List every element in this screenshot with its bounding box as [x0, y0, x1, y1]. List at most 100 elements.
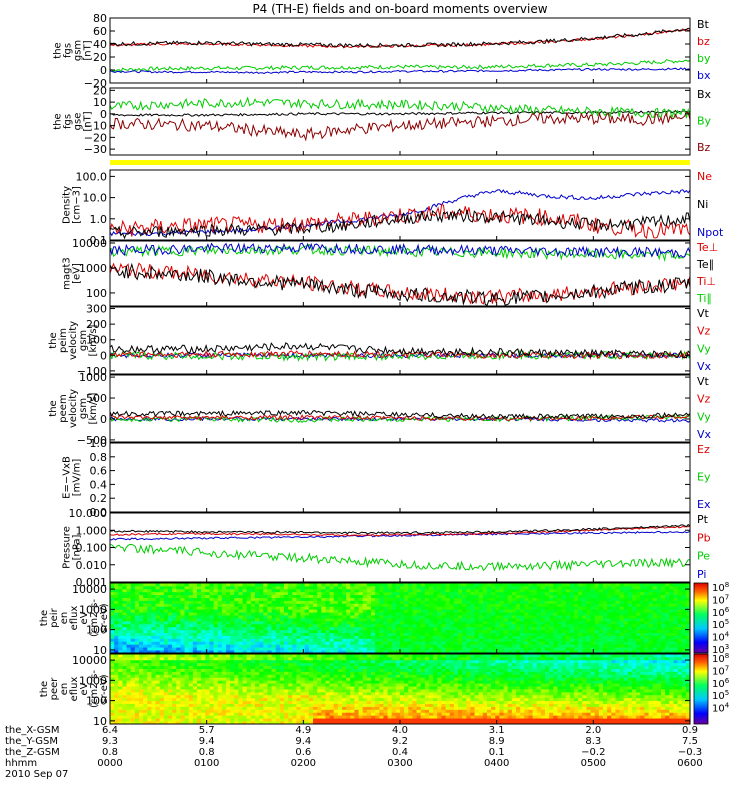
- heat-cell: [188, 686, 194, 690]
- heat-cell: [569, 623, 575, 628]
- heat-cell: [188, 718, 194, 722]
- heat-cell: [652, 612, 658, 616]
- heat-cell: [184, 662, 190, 667]
- heat-cell: [478, 638, 484, 642]
- heat-cell: [192, 588, 198, 593]
- heat-cell: [437, 597, 442, 601]
- heat-cell: [300, 677, 306, 681]
- heat-cell: [159, 671, 165, 675]
- heat-cell: [379, 641, 384, 645]
- heat-cell: [292, 656, 297, 661]
- heat-cell: [201, 626, 206, 631]
- heat-cell: [110, 618, 115, 622]
- heat-cell: [503, 603, 509, 607]
- heat-cell: [362, 644, 368, 648]
- heat-cell: [246, 718, 252, 722]
- heat-cell: [279, 609, 285, 613]
- heat-cell: [545, 647, 550, 651]
- heat-cell: [304, 583, 310, 587]
- heat-cell: [296, 709, 301, 713]
- heat-cell: [263, 689, 268, 693]
- heat-cell: [516, 644, 521, 648]
- heat-cell: [259, 712, 264, 716]
- heat-cell: [644, 612, 649, 616]
- heat-cell: [354, 600, 359, 604]
- heat-cell: [284, 641, 289, 645]
- heat-cell: [151, 591, 156, 596]
- heat-cell: [159, 694, 165, 699]
- heat-cell: [532, 583, 538, 587]
- heat-cell: [284, 606, 289, 610]
- heat-cell: [387, 597, 393, 601]
- heat-cell: [250, 650, 256, 654]
- heat-cell: [118, 626, 123, 631]
- y-tick-label: 500: [86, 392, 107, 405]
- heat-cell: [516, 650, 521, 654]
- heat-cell: [445, 641, 451, 645]
- heat-cell: [197, 618, 202, 622]
- heat-cell: [466, 583, 471, 587]
- heat-cell: [151, 680, 156, 684]
- heat-cell: [400, 644, 405, 648]
- heat-cell: [118, 703, 123, 707]
- heat-cell: [387, 644, 393, 648]
- heat-cell: [197, 588, 202, 593]
- heat-cell: [188, 674, 194, 678]
- heat-cell: [147, 680, 152, 684]
- heat-cell: [201, 597, 206, 601]
- heat-cell: [466, 623, 471, 628]
- heat-cell: [532, 609, 538, 613]
- heat-cell: [209, 635, 214, 639]
- heat-cell: [569, 626, 575, 631]
- heat-cell: [130, 638, 136, 642]
- heat-cell: [511, 650, 517, 654]
- heat-cell: [110, 583, 115, 587]
- heat-cell: [627, 583, 633, 587]
- y-tick-label: 10000: [72, 237, 107, 250]
- heat-cell: [661, 612, 666, 616]
- heat-cell: [333, 618, 339, 622]
- heat-cell: [495, 641, 500, 645]
- heat-cell: [213, 656, 219, 661]
- heat-cell: [110, 615, 115, 619]
- heat-cell: [221, 703, 227, 707]
- legend-entry: Vy: [697, 410, 711, 423]
- heat-cell: [598, 588, 604, 593]
- y-axis-label-line: eflux: [69, 606, 80, 631]
- heat-cell: [420, 647, 426, 651]
- heat-cell: [213, 641, 219, 645]
- heat-cell: [126, 603, 132, 607]
- heat-cell: [230, 691, 235, 696]
- heat-cell: [582, 588, 587, 593]
- heat-cell: [342, 597, 347, 601]
- heat-cell: [134, 697, 140, 702]
- heat-cell: [250, 674, 256, 678]
- heat-cell: [590, 626, 596, 631]
- heat-cell: [350, 612, 355, 616]
- heat-cell: [126, 641, 132, 645]
- heat-cell: [284, 674, 289, 678]
- heat-cell: [586, 597, 591, 601]
- heat-cell: [151, 703, 156, 707]
- heat-cell: [511, 623, 517, 628]
- series-red: [109, 350, 691, 361]
- heat-cell: [350, 597, 355, 601]
- heat-cell: [516, 647, 521, 651]
- heat-cell: [304, 654, 310, 658]
- heat-cell: [184, 623, 190, 628]
- heat-cell: [545, 641, 550, 645]
- heat-cell: [130, 591, 136, 596]
- heat-cell: [304, 644, 310, 648]
- heat-cell: [586, 644, 591, 648]
- panel-frame: [109, 87, 691, 156]
- heat-cell: [188, 591, 194, 596]
- heat-cell: [598, 594, 604, 598]
- heat-cell: [387, 585, 393, 590]
- heat-cell: [391, 609, 397, 613]
- heat-cell: [375, 638, 380, 642]
- heat-cell: [644, 585, 649, 590]
- heat-cell: [180, 691, 185, 696]
- heat-cell: [673, 606, 678, 610]
- heat-cell: [681, 609, 687, 613]
- heat-cell: [308, 641, 314, 645]
